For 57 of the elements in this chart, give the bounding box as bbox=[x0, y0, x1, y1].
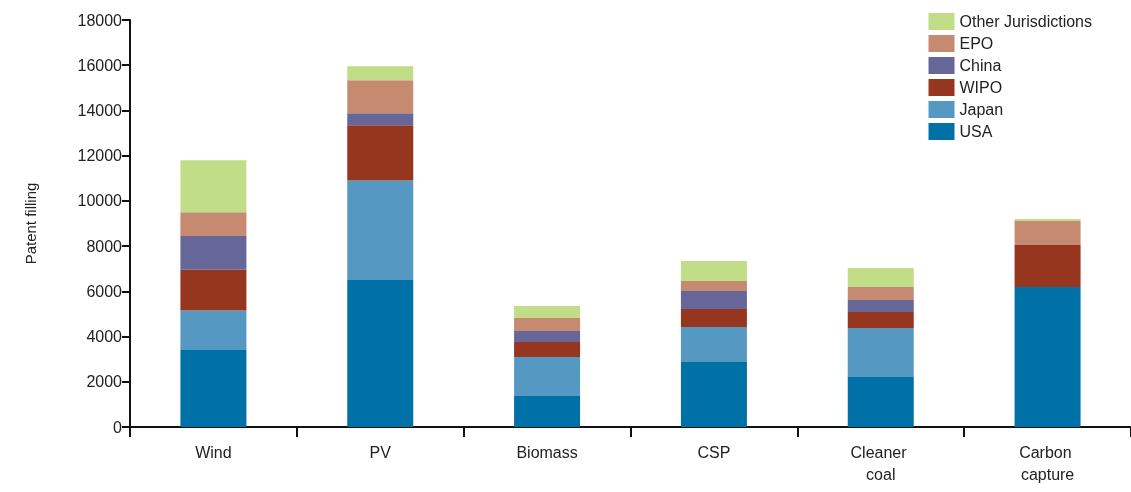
bar bbox=[847, 311, 914, 328]
bar bbox=[847, 268, 914, 288]
bar bbox=[847, 299, 914, 312]
x-tick-label: PV bbox=[369, 443, 392, 461]
x-tick-label: Wind bbox=[195, 443, 232, 461]
bar bbox=[514, 356, 581, 397]
y-tick-label: 2000 bbox=[86, 373, 123, 391]
bar bbox=[514, 341, 581, 357]
bar bbox=[680, 327, 747, 363]
bar bbox=[347, 280, 414, 427]
y-tick-label: 14000 bbox=[77, 101, 123, 119]
legend-label: China bbox=[959, 57, 1002, 74]
bar bbox=[347, 80, 414, 114]
bar bbox=[514, 306, 581, 319]
bar bbox=[514, 330, 581, 342]
bar bbox=[514, 318, 581, 331]
legend-label: Other Jurisdictions bbox=[959, 13, 1093, 30]
bar bbox=[347, 125, 414, 181]
bar bbox=[1014, 221, 1081, 245]
bar bbox=[1014, 218, 1081, 222]
bar bbox=[847, 287, 914, 300]
bar bbox=[680, 362, 747, 427]
bar bbox=[180, 160, 247, 213]
x-tick-label: Carbon capture bbox=[1019, 443, 1077, 483]
bar bbox=[347, 180, 414, 281]
y-tick-label: 6000 bbox=[86, 282, 123, 300]
bar bbox=[680, 308, 747, 328]
bar bbox=[180, 350, 247, 427]
bar bbox=[680, 261, 747, 281]
bar bbox=[180, 310, 247, 351]
bar bbox=[180, 269, 247, 311]
legend-label: Japan bbox=[959, 101, 1004, 118]
y-tick-label: 16000 bbox=[77, 56, 123, 74]
x-tick-label: Biomass bbox=[516, 443, 578, 461]
y-tick-label: 18000 bbox=[77, 11, 123, 29]
bar bbox=[680, 290, 747, 309]
legend-label: WIPO bbox=[959, 79, 1003, 96]
bar bbox=[180, 212, 247, 236]
x-tick-label: Cleaner coal bbox=[850, 443, 911, 483]
y-axis-title: Patent filling bbox=[22, 182, 39, 265]
bar bbox=[1014, 244, 1081, 288]
bar bbox=[847, 377, 914, 427]
bar bbox=[347, 113, 414, 126]
bar bbox=[514, 396, 581, 427]
y-tick-label: 12000 bbox=[77, 147, 123, 165]
bar bbox=[680, 280, 747, 291]
y-tick-label: 10000 bbox=[77, 192, 123, 210]
y-tick-label: 8000 bbox=[86, 237, 123, 255]
bar bbox=[180, 235, 247, 270]
x-tick-label: CSP bbox=[697, 443, 731, 461]
bar bbox=[347, 66, 414, 81]
bar bbox=[847, 327, 914, 378]
y-tick-label: 0 bbox=[113, 418, 123, 436]
legend-label: USA bbox=[959, 123, 993, 140]
bar bbox=[1014, 287, 1081, 427]
y-tick-label: 4000 bbox=[86, 328, 123, 346]
legend-label: EPO bbox=[959, 35, 994, 52]
